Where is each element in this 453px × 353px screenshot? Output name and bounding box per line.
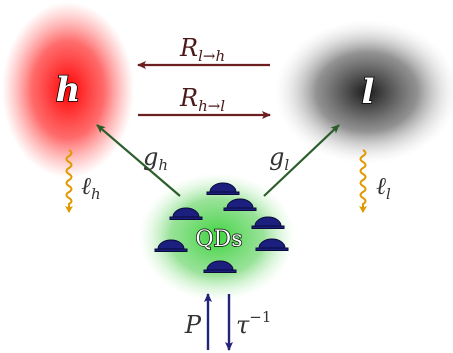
loss-h-subscript: h xyxy=(91,185,101,203)
pump-label: P xyxy=(184,311,202,339)
loss-l: ℓl xyxy=(359,149,391,213)
gain-l-arrow xyxy=(263,124,340,197)
l-blob xyxy=(275,20,453,164)
gain-h-arrow xyxy=(96,124,181,197)
svg-text:ℓl: ℓl xyxy=(376,172,391,203)
svg-text:τ−1: τ−1 xyxy=(236,308,271,339)
pump: P xyxy=(184,293,212,350)
gain-h-subscript: h xyxy=(158,156,168,174)
gain-h-symbol: g xyxy=(143,143,158,171)
transition-l-to-h: Rl→h xyxy=(137,34,270,69)
quantum-dot-icon xyxy=(255,238,289,251)
transition-l-to-h-symbol: R xyxy=(179,34,198,62)
loss-h-symbol: ℓ xyxy=(81,172,91,200)
loss-l-subscript: l xyxy=(386,185,391,203)
transition-h-to-l-symbol: R xyxy=(179,84,198,112)
decay-symbol: τ xyxy=(236,311,250,339)
h-blob xyxy=(2,2,134,178)
quantum-dot-icon xyxy=(206,182,240,195)
svg-text:ℓh: ℓh xyxy=(81,172,101,203)
transition-h-to-l-subscript: h→l xyxy=(198,97,225,115)
svg-text:Rh→l: Rh→l xyxy=(179,84,225,115)
qds-label: QDs xyxy=(196,227,243,252)
quantum-dot-icon xyxy=(223,198,257,211)
loss-h-wavy-arrow xyxy=(65,149,73,213)
transition-l-to-h-subscript: l→h xyxy=(198,47,225,65)
qds-node: QDs xyxy=(139,173,295,301)
h-node: h xyxy=(2,2,134,178)
quantum-dot-icon xyxy=(169,207,203,220)
loss-h: ℓh xyxy=(65,149,101,213)
svg-text:gh: gh xyxy=(143,143,168,174)
quantum-dot-icon xyxy=(154,239,188,252)
decay-exponent: −1 xyxy=(249,308,271,326)
loss-l-wavy-arrow xyxy=(359,149,367,213)
quantum-dots xyxy=(154,182,289,273)
quantum-dot-icon xyxy=(251,216,285,229)
quantum-dot-icon xyxy=(203,260,237,273)
gain-l: gl xyxy=(263,124,340,197)
l-label: l xyxy=(362,72,375,112)
svg-text:Rl→h: Rl→h xyxy=(179,34,225,65)
svg-text:gl: gl xyxy=(269,143,289,174)
gain-l-symbol: g xyxy=(269,143,284,171)
h-label: h xyxy=(56,70,81,110)
gain-h: gh xyxy=(96,124,181,197)
loss-l-symbol: ℓ xyxy=(376,172,386,200)
decay: τ−1 xyxy=(225,294,271,351)
qds-blob xyxy=(139,173,295,301)
transition-h-to-l: Rh→l xyxy=(138,84,271,119)
gain-l-subscript: l xyxy=(284,156,289,174)
l-node: l xyxy=(275,20,453,164)
